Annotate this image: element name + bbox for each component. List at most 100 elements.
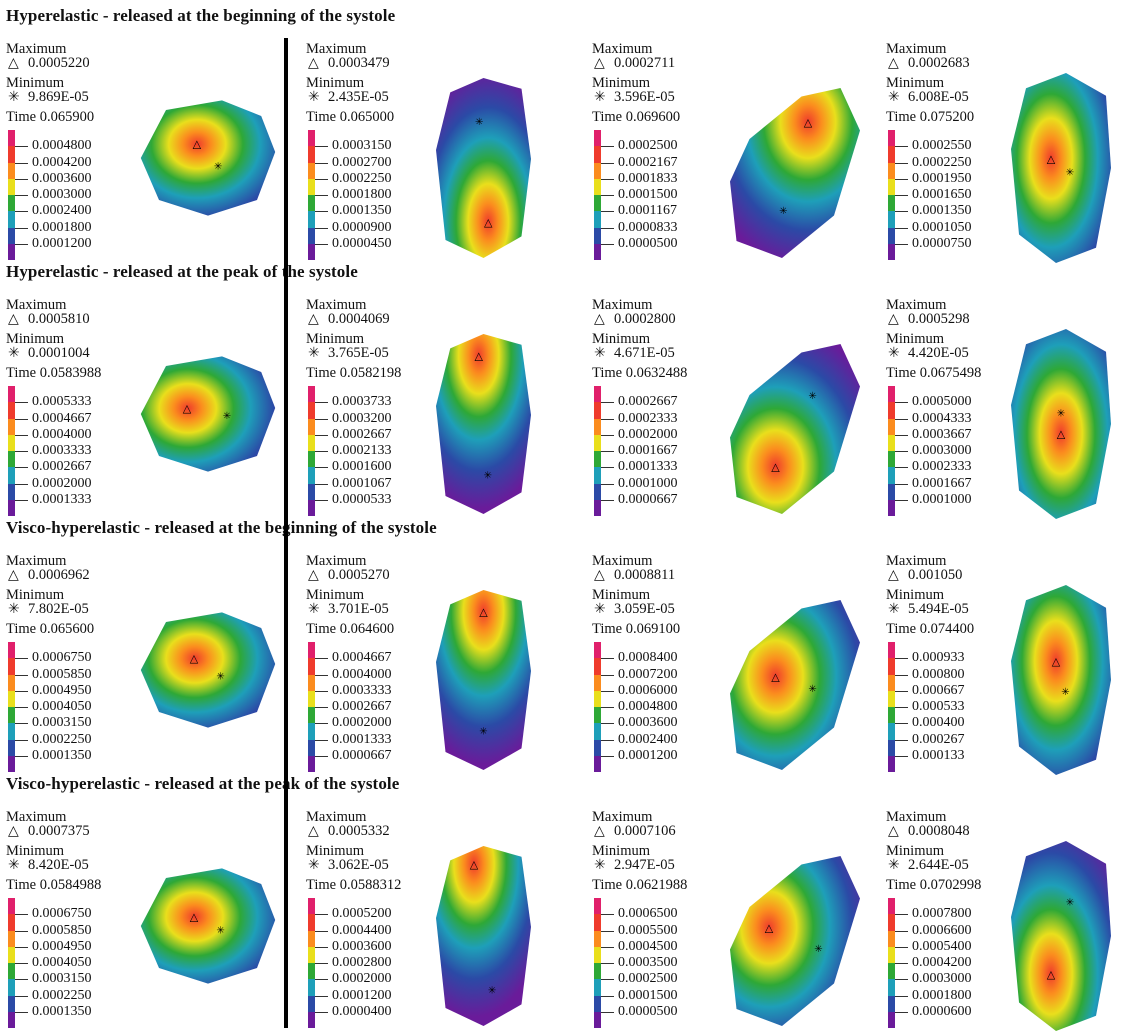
legend-tick-label: 0.0006600 [912,922,972,938]
minimum-value: ✳ 3.701E-05 [308,602,389,617]
legend-tick [601,690,614,692]
legend-tick-label: 0.0001200 [332,987,392,1003]
color-legend-bar [308,386,315,516]
minimum-value: ✳ 2.435E-05 [308,90,389,105]
legend-tick [15,162,28,164]
legend-color-segment [8,386,15,403]
minimum-number: 3.059E-05 [614,601,675,617]
svg-text:✳: ✳ [214,162,222,173]
legend-tick-label: 0.0002400 [618,731,678,747]
asterisk-icon: ✳ [888,345,900,361]
legend-color-segment [594,499,601,516]
legend-tick [601,930,614,932]
column-divider [284,38,288,1028]
minimum-number: 0.0001004 [28,345,90,361]
legend-tick [895,755,908,757]
contour-plot: △ ✳ [1011,73,1111,263]
legend-color-segment [8,914,15,931]
maximum-value: △ 0.0003479 [308,56,390,71]
legend-tick [15,227,28,229]
time-label: Time 0.074400 [886,621,975,637]
color-legend-bar [594,386,601,516]
asterisk-icon: ✳ [8,601,20,617]
minimum-label: Minimum [6,331,65,347]
legend-tick-label: 0.0002700 [332,154,392,170]
time-label: Time 0.065900 [6,109,95,125]
legend-color-segment [8,755,15,772]
triangle-icon: △ [888,823,899,839]
maximum-value: △ 0.0005270 [308,568,390,583]
contour-panel: Maximum △ 0.0005332 Minimum ✳ 3.062E-05 Time 0… [306,796,588,1031]
legend-tick [895,979,908,981]
legend-tick-label: 0.0003150 [32,715,92,731]
svg-text:△: △ [765,921,774,934]
legend-tick-label: 0.0002400 [32,203,92,219]
minimum-number: 5.494E-05 [908,601,969,617]
legend-tick [601,755,614,757]
legend-color-segment [308,963,315,980]
time-label: Time 0.065600 [6,621,95,637]
asterisk-icon: ✳ [594,345,606,361]
legend-tick-label: 0.0002667 [332,426,392,442]
legend-tick [601,162,614,164]
maximum-label: Maximum [886,809,947,825]
svg-text:✳: ✳ [475,117,483,128]
asterisk-icon: ✳ [888,601,900,617]
contour-panel: Maximum △ 0.0005220 Minimum ✳ 9.869E-05 Time 0… [6,28,288,263]
legend-color-segment [594,467,601,484]
triangle-icon: △ [594,823,605,839]
svg-text:△: △ [1047,968,1056,981]
legend-tick-label: 0.0000600 [912,1003,972,1019]
legend-tick [315,467,328,469]
legend-tick [315,178,328,180]
minimum-number: 3.701E-05 [328,601,389,617]
row-title: Hyperelastic - released at the peak of t… [6,262,358,281]
maximum-value: △ 0.0006962 [8,568,90,583]
legend-color-segment [8,723,15,740]
time-label: Time 0.0621988 [592,877,688,893]
svg-text:△: △ [190,652,199,665]
maximum-label: Maximum [6,809,67,825]
svg-text:△: △ [470,858,479,871]
legend-tick-label: 0.0001500 [618,187,678,202]
legend-tick [895,963,908,964]
legend-tick-label: 0.0000750 [912,235,972,251]
maximum-value: △ 0.0005298 [888,312,970,327]
legend-tick-label: 0.0002167 [618,154,678,170]
time-label: Time 0.0702998 [886,877,982,893]
minimum-number: 3.765E-05 [328,345,389,361]
legend-tick-label: 0.0001800 [912,987,972,1003]
legend-tick-label: 0.0006000 [618,682,678,698]
legend-tick [315,211,328,213]
legend-tick-label: 0.0003150 [32,971,92,987]
legend-color-segment [888,178,895,195]
legend-tick-label: 0.0006750 [32,906,92,922]
legend-color-segment [308,402,315,419]
legend-tick-label: 0.0002800 [332,955,392,970]
legend-tick [601,914,614,916]
legend-tick [315,674,328,676]
triangle-icon: △ [308,311,319,327]
color-legend-bar [888,642,895,772]
maximum-number: 0.0005298 [908,311,970,327]
legend-color-segment [888,739,895,756]
legend-color-segment [308,211,315,228]
legend-tick [601,434,614,436]
minimum-number: 3.596E-05 [614,89,675,105]
contour-plot: △ ✳ [1011,329,1111,519]
legend-color-segment [594,483,601,500]
legend-tick [601,243,614,245]
contour-plot: △ ✳ [436,334,531,514]
contour-panel: Maximum △ 0.0005298 Minimum ✳ 4.420E-05 Time 0… [886,284,1129,519]
legend-color-segment [594,690,601,707]
legend-color-segment [308,178,315,195]
legend-color-segment [594,418,601,435]
maximum-value: △ 0.0004069 [308,312,390,327]
legend-tick [15,946,28,948]
minimum-number: 9.869E-05 [28,89,89,105]
minimum-label: Minimum [592,587,651,603]
legend-tick [15,178,28,180]
legend-tick [601,195,614,196]
legend-color-segment [888,979,895,996]
legend-tick-label: 0.0005333 [32,394,92,410]
